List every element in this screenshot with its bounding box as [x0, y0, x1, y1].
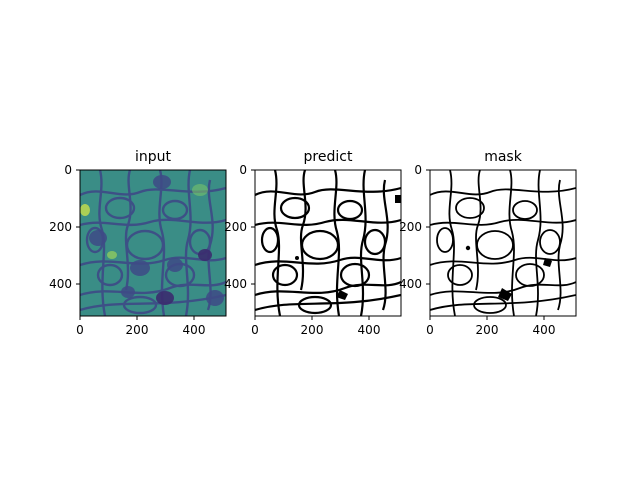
predict-image: [255, 170, 401, 316]
y-tick-label: 400: [49, 277, 72, 291]
x-tick-label: 0: [251, 323, 259, 337]
x-tick-label: 0: [76, 323, 84, 337]
x-tick-label: 400: [358, 323, 381, 337]
mask-image: [430, 170, 576, 316]
panel-title: predict: [304, 149, 353, 165]
y-tick-label: 200: [224, 220, 247, 234]
x-tick-label: 400: [183, 323, 206, 337]
input-image: [80, 170, 226, 316]
panel-title: input: [135, 149, 172, 165]
x-tick-label: 0: [426, 323, 434, 337]
x-tick-label: 200: [126, 323, 149, 337]
input-panel: input: [49, 149, 227, 337]
y-tick-label: 0: [414, 163, 422, 177]
predict-panel: predict 0 200 400 0 200 400: [224, 149, 402, 337]
y-tick-label: 200: [49, 220, 72, 234]
y-tick-label: 0: [64, 163, 72, 177]
y-tick-label: 0: [239, 163, 247, 177]
y-tick-label: 400: [224, 277, 247, 291]
mask-panel: mask 0 200 400 0 200 400: [399, 149, 577, 337]
y-tick-label: 400: [399, 277, 422, 291]
y-tick-label: 200: [399, 220, 422, 234]
panel-title: mask: [484, 149, 523, 165]
x-tick-label: 400: [533, 323, 556, 337]
x-tick-label: 200: [301, 323, 324, 337]
x-tick-label: 200: [476, 323, 499, 337]
